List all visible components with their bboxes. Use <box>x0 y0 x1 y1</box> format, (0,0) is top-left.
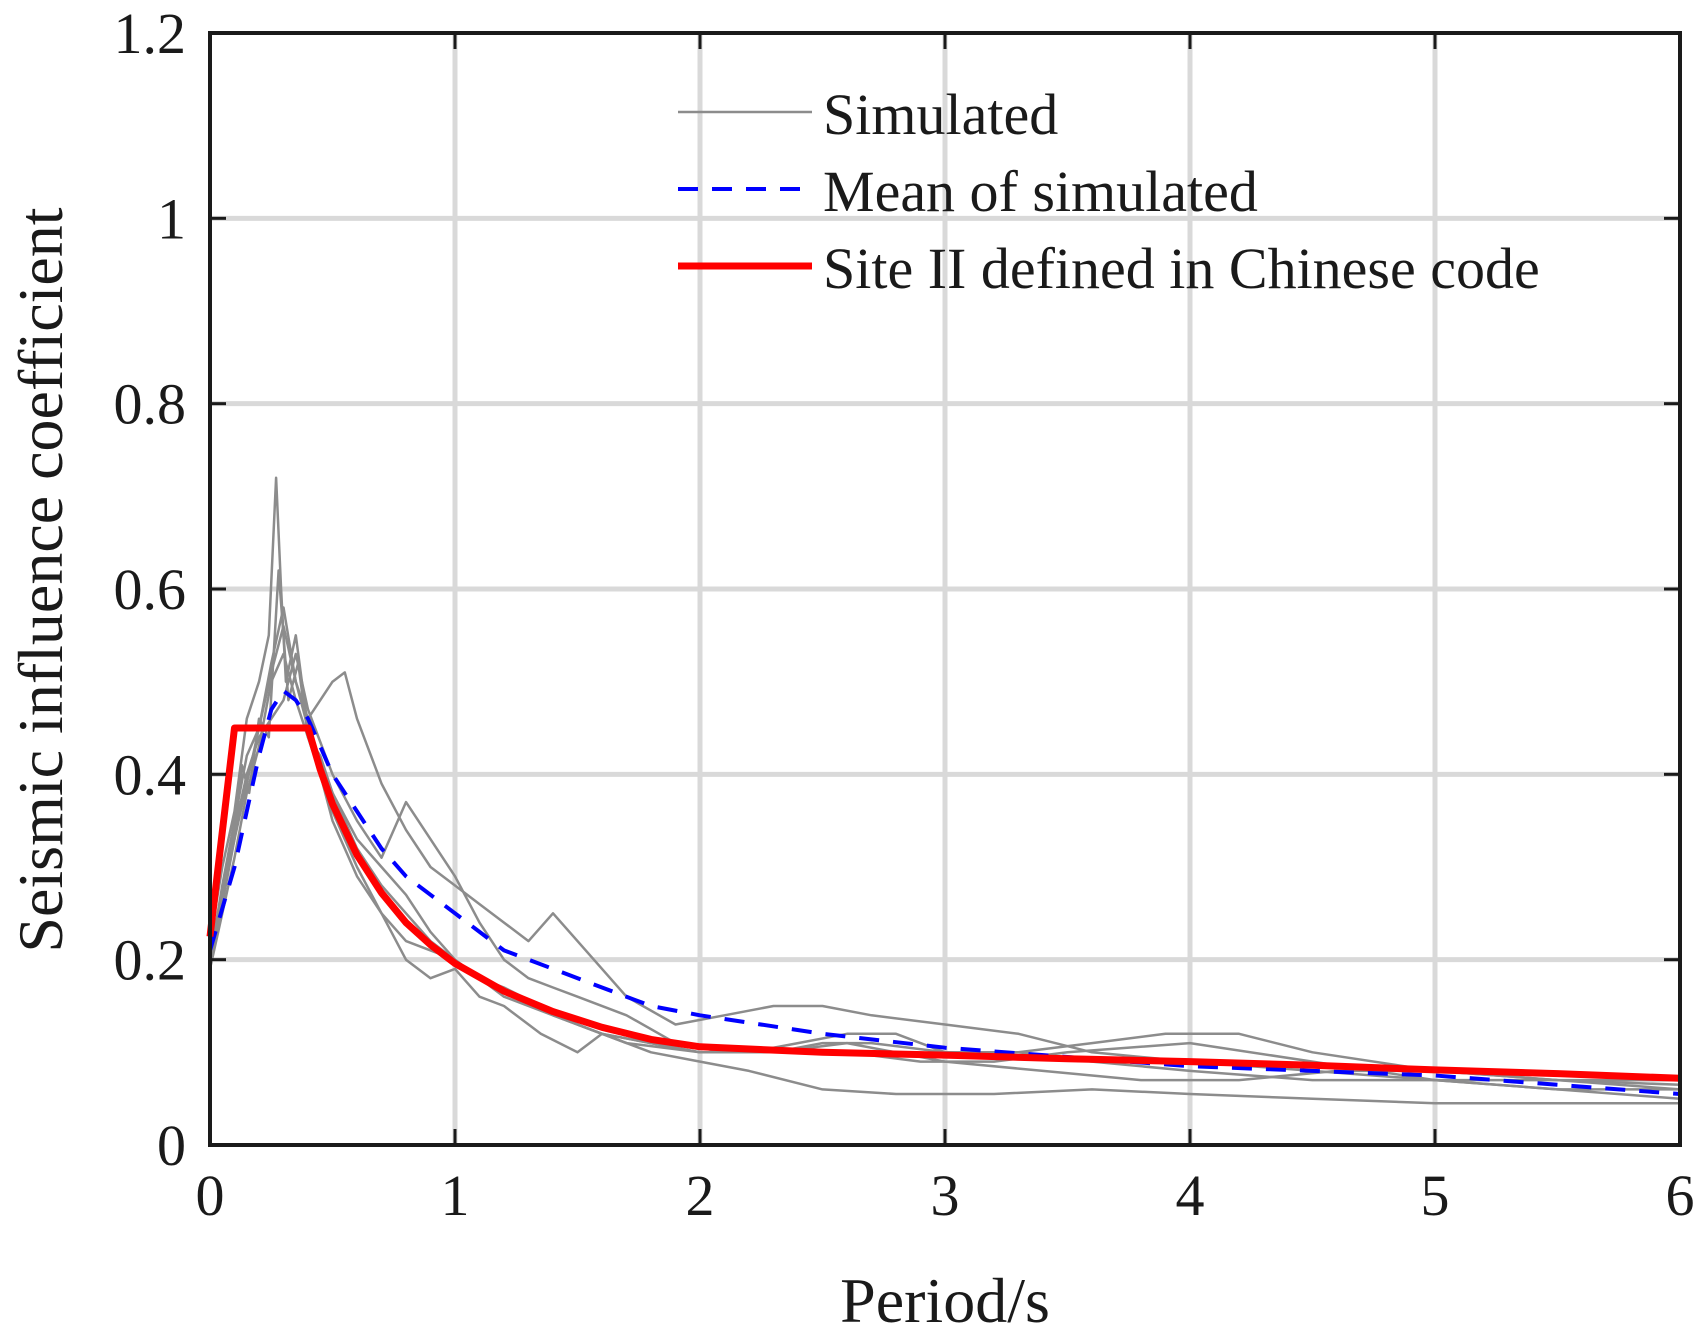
x-axis-label: Period/s <box>840 1265 1050 1336</box>
x-tick-label: 2 <box>686 1163 715 1228</box>
y-tick-label: 0 <box>157 1113 186 1178</box>
x-tick-label: 1 <box>441 1163 470 1228</box>
y-tick-label: 0.4 <box>114 742 187 807</box>
x-tick-label: 0 <box>196 1163 225 1228</box>
legend: Simulated Mean of simulated Site II defi… <box>678 82 1540 301</box>
legend-label-mean: Mean of simulated <box>823 159 1258 224</box>
legend-label-code: Site II defined in Chinese code <box>823 236 1540 301</box>
legend-label-simulated: Simulated <box>823 82 1058 147</box>
y-axis-label: Seismic influence coefficient <box>5 207 76 952</box>
y-tick-label: 0.6 <box>114 557 187 622</box>
x-tick-label: 6 <box>1666 1163 1695 1228</box>
tick-labels: 0 1 2 3 4 5 6 0 0.2 0.4 0.6 0.8 1 1.2 <box>114 1 1695 1228</box>
ticks <box>208 31 1682 1147</box>
y-tick-label: 1 <box>157 186 186 251</box>
grid <box>210 33 1680 1145</box>
plot-area <box>206 476 1681 1105</box>
x-tick-label: 3 <box>931 1163 960 1228</box>
simulated-series-line <box>208 606 1680 1082</box>
code-series-line <box>206 724 1681 1082</box>
y-tick-label: 0.8 <box>114 372 187 437</box>
x-tick-label: 4 <box>1176 1163 1205 1228</box>
x-tick-label: 5 <box>1421 1163 1450 1228</box>
y-tick-label: 1.2 <box>114 1 187 66</box>
y-tick-label: 0.2 <box>114 928 187 993</box>
